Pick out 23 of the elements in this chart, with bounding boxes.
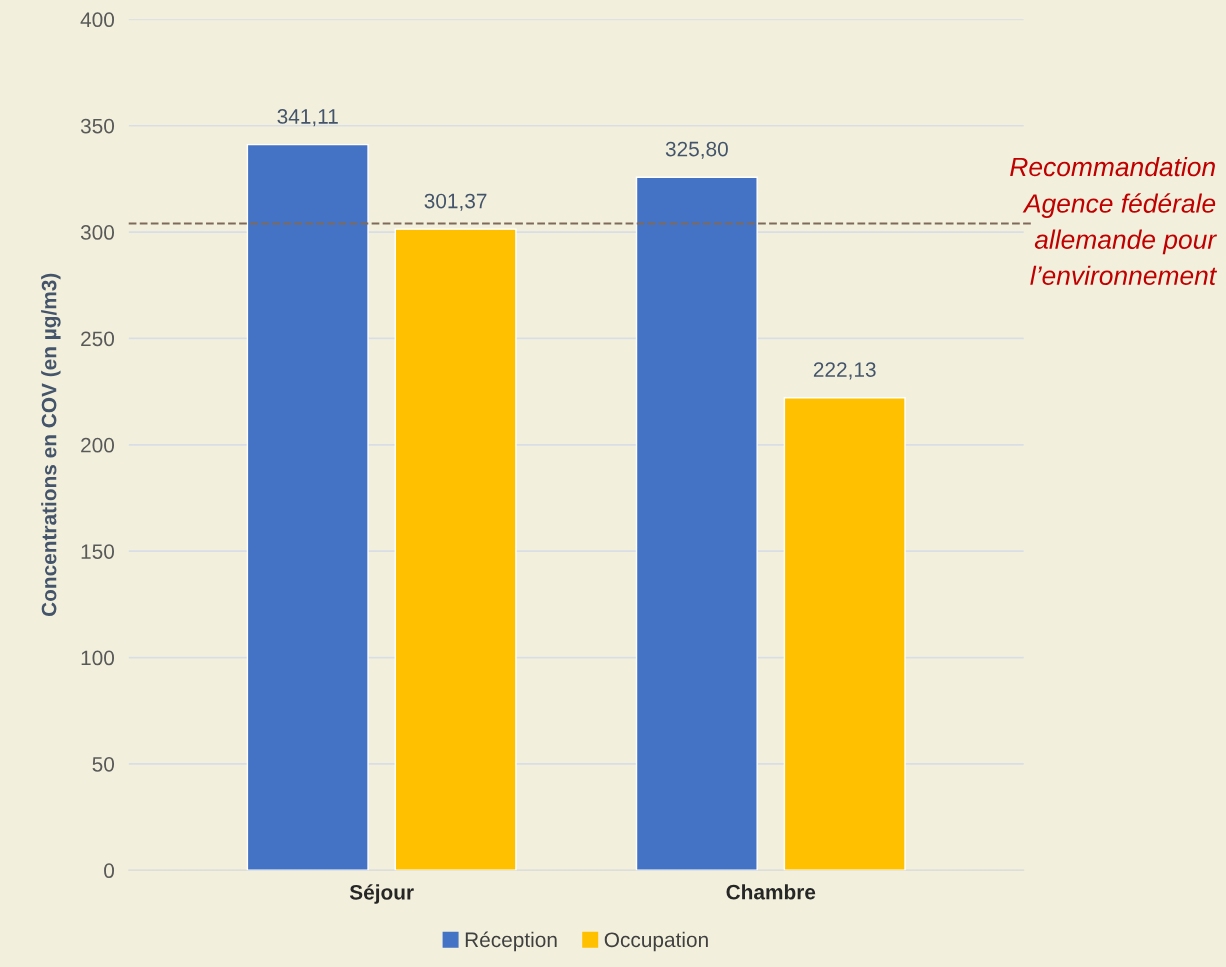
y-tick-label: 150 bbox=[81, 544, 115, 559]
y-axis-title: Concentrations en COV (en µg/m3) bbox=[41, 273, 61, 617]
y-tick-label: 300 bbox=[80, 225, 115, 240]
x-tick-label: Chambre bbox=[726, 884, 816, 900]
legend-label: Réception bbox=[465, 931, 557, 952]
y-tick-label: 100 bbox=[81, 650, 115, 666]
y-tick-label: 250 bbox=[81, 331, 115, 347]
data-label: 341,11 bbox=[277, 109, 338, 127]
legend-label: Occupation bbox=[604, 931, 708, 952]
y-tick-label: 400 bbox=[80, 12, 115, 28]
y-tick-label: 350 bbox=[80, 118, 115, 134]
ref-line-label: Recommandation Agence fédérale allemande pour l’environnement bbox=[1010, 156, 1218, 286]
data-label: 301,37 bbox=[424, 193, 487, 211]
y-tick-label: 200 bbox=[81, 437, 115, 453]
bar bbox=[246, 143, 369, 871]
bar bbox=[635, 176, 758, 871]
x-tick-label: Séjour bbox=[349, 884, 414, 904]
bar bbox=[783, 397, 906, 871]
bar bbox=[394, 228, 517, 871]
y-tick-label: 0 bbox=[104, 863, 115, 879]
y-tick-label: 50 bbox=[92, 756, 115, 772]
data-label: 325,80 bbox=[665, 141, 728, 159]
data-label: 222,13 bbox=[813, 362, 876, 380]
